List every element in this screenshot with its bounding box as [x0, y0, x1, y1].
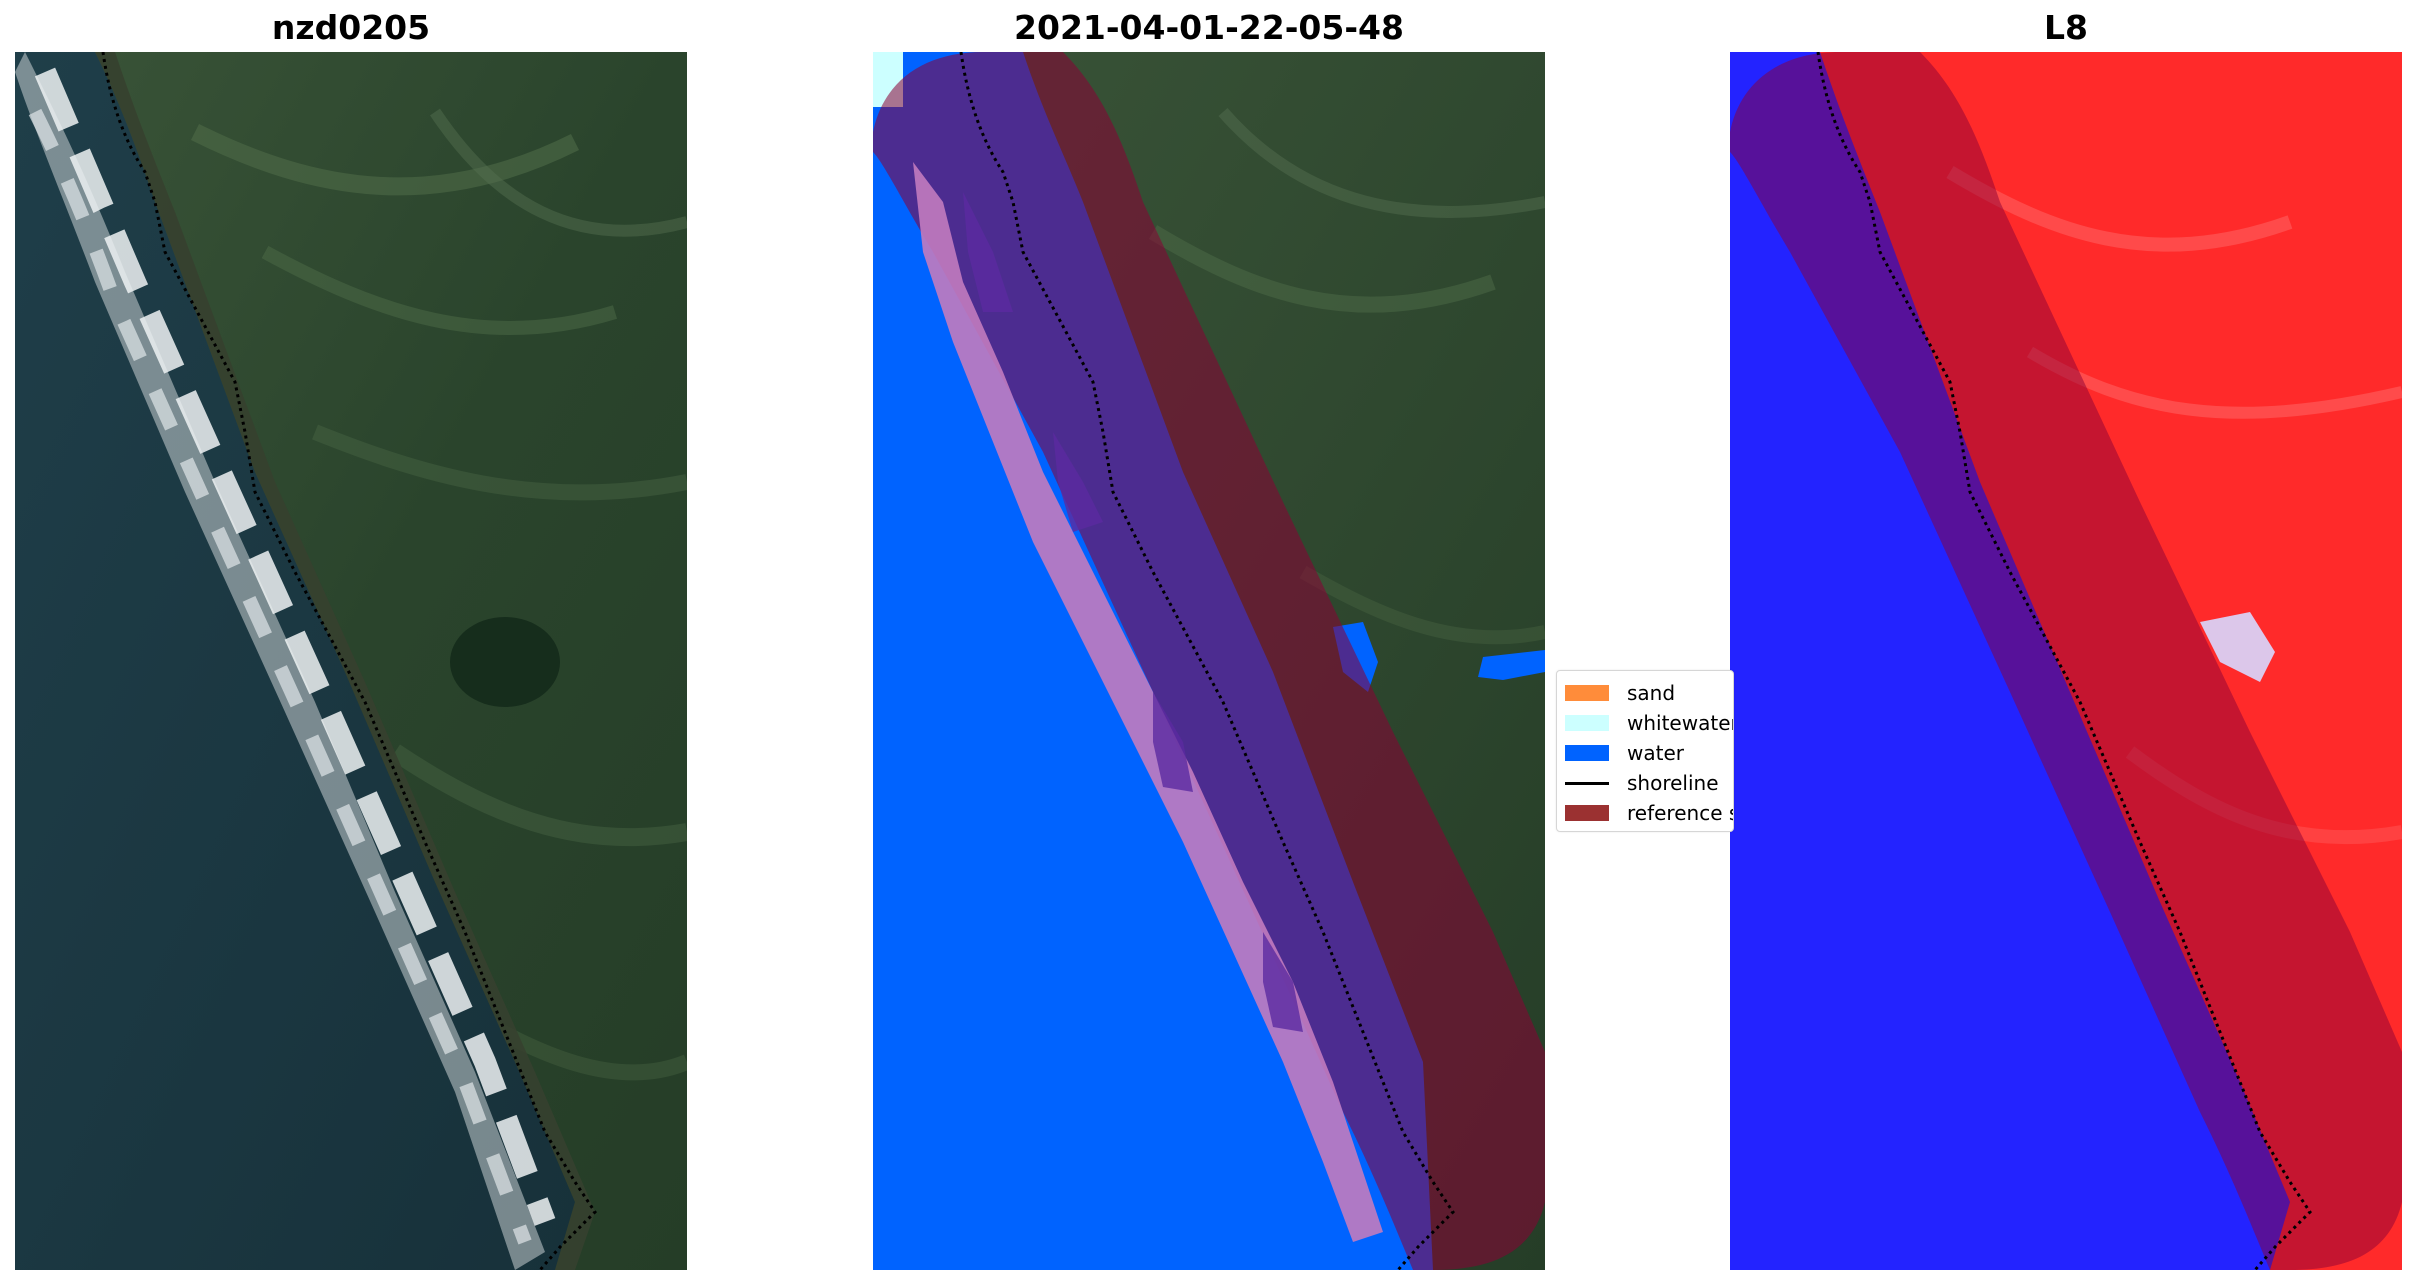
reference-buffer-swatch: [1565, 805, 1609, 821]
reference-buffer-area: [1730, 52, 2402, 1270]
legend-item-reference-buffer: reference shoreline buffer: [1565, 799, 1733, 827]
index-image: [1730, 52, 2402, 1270]
shoreline-line: [959, 52, 1455, 1270]
legend-label: sand: [1627, 681, 1676, 705]
legend-item-water: water: [1565, 739, 1684, 767]
legend-label: water: [1627, 741, 1684, 765]
rgb-image: [15, 52, 687, 1270]
panel-title-mndwi: L8: [2044, 8, 2088, 47]
whitewater-swatch: [1565, 715, 1609, 731]
inland-water-patch-2: [1478, 650, 1545, 680]
legend-label: shoreline: [1627, 771, 1719, 795]
panel-title-rgb: nzd0205: [271, 8, 431, 47]
water-swatch: [1565, 745, 1609, 761]
reference-buffer-area: [873, 52, 1545, 1270]
legend-label: reference shoreline buffer: [1627, 801, 1733, 825]
sand-swatch: [1565, 685, 1609, 701]
classification-panel: [873, 52, 1545, 1270]
shoreline-line: [101, 52, 597, 1270]
shoreline-line-swatch: [1565, 781, 1609, 785]
legend-label: whitewater: [1627, 711, 1734, 735]
panel-title-classification: 2021-04-01-22-05-48: [1014, 8, 1404, 47]
legend-item-sand: sand: [1565, 679, 1675, 707]
classification-image: [873, 52, 1545, 1270]
dark-pond: [450, 617, 560, 707]
bright-patch: [2200, 612, 2275, 682]
legend-item-whitewater: whitewater: [1565, 709, 1734, 737]
legend-item-shoreline: shoreline: [1565, 769, 1719, 797]
legend: sand whitewater water shoreline referenc…: [1556, 670, 1734, 832]
shoreline-line: [1816, 52, 2312, 1270]
rgb-image-panel: [15, 52, 687, 1270]
index-panel: [1730, 52, 2402, 1270]
